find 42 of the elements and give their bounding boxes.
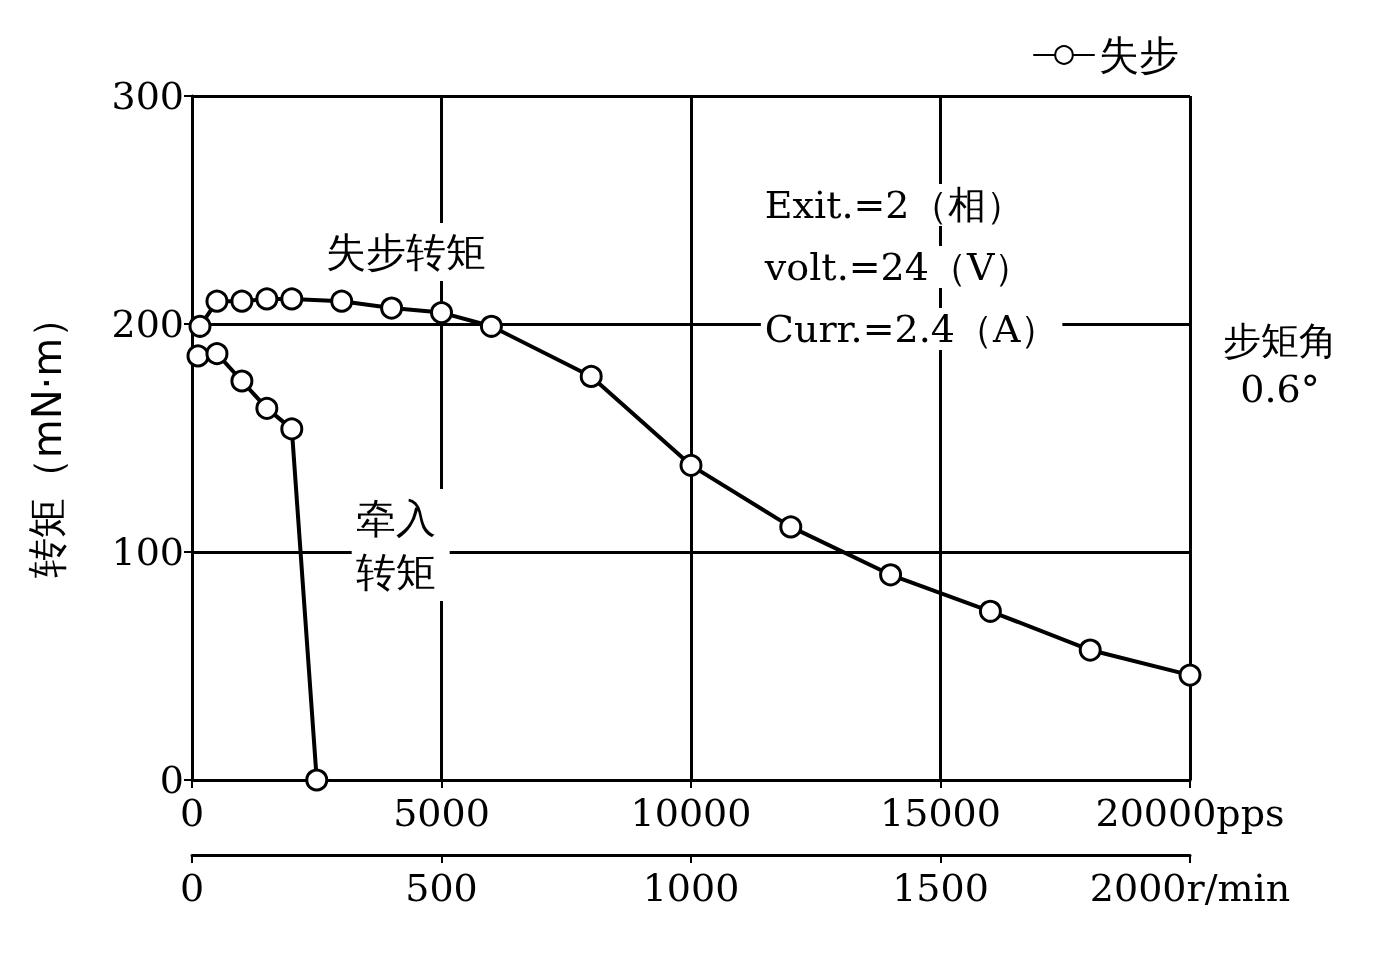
point: [1078, 638, 1102, 662]
x2-tick-label: 500: [405, 866, 478, 910]
annotation: Curr.=2.4（A）: [764, 307, 1059, 351]
point: [380, 296, 404, 320]
text: 步矩角 0.6°: [1223, 319, 1337, 411]
point: [579, 364, 603, 388]
x-tick-label: 20000pps: [1095, 791, 1285, 835]
point: [280, 287, 304, 311]
x2-tick-label: 2000r/min: [1089, 866, 1291, 910]
y-axis-title: 转矩（mN·m）: [24, 297, 70, 579]
x2-tick-label: 1000: [642, 866, 740, 910]
point: [255, 396, 279, 420]
point: [879, 563, 903, 587]
point: [186, 344, 210, 368]
y-tick-label: 100: [111, 530, 184, 574]
annotation: Exit.=2（相）: [764, 183, 1024, 227]
point: [205, 289, 229, 313]
point: [230, 369, 254, 393]
y-tick-label: 300: [111, 74, 184, 118]
point: [978, 599, 1002, 623]
x-tick-label: 5000: [393, 791, 490, 835]
point: [430, 301, 453, 325]
y-tick-label: 0: [159, 758, 184, 802]
point: [280, 417, 304, 441]
point: [679, 453, 703, 477]
y-tick-label: 200: [111, 302, 184, 346]
annotation: 牵入转矩: [355, 495, 436, 595]
point: [479, 314, 503, 338]
point: [305, 768, 329, 792]
x-tick-label: 10000: [630, 791, 752, 835]
legend-label: 失步: [1099, 32, 1179, 78]
point: [330, 289, 354, 313]
x2-tick-label: 1500: [892, 866, 989, 910]
point: [1178, 663, 1202, 687]
annotation: volt.=24（V）: [763, 245, 1033, 289]
point: [255, 287, 279, 311]
annotation: 失步转矩: [325, 229, 486, 275]
point: [205, 342, 229, 366]
point: [779, 515, 803, 539]
point: [230, 289, 254, 313]
point: [188, 314, 212, 338]
x-tick-label: 15000: [880, 791, 1001, 835]
